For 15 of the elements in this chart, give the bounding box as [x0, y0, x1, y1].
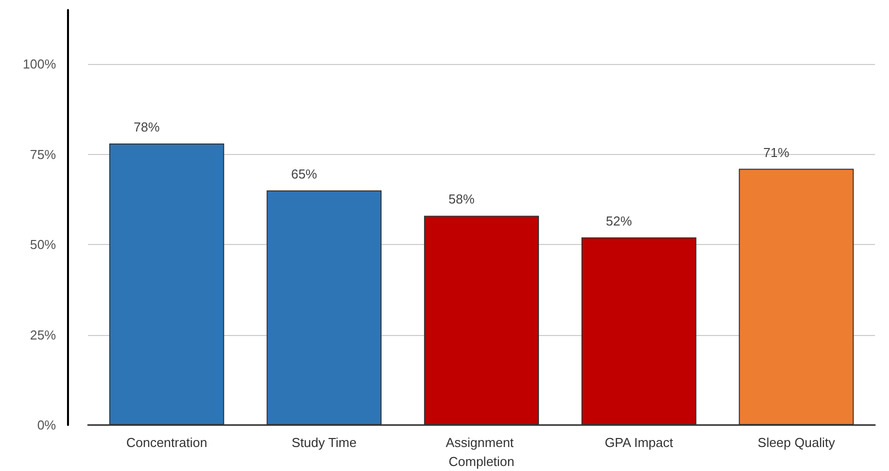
- x-tick-label: Study Time: [292, 435, 357, 450]
- y-tick-label: 50%: [30, 237, 56, 252]
- y-tick-label: 25%: [30, 327, 56, 342]
- data-label: 65%: [291, 166, 318, 182]
- x-tick-label: Concentration: [126, 435, 208, 450]
- x-tick-label: GPA Impact: [604, 435, 674, 450]
- y-tick-label: 100%: [22, 56, 56, 72]
- y-tick-label: 0%: [37, 418, 56, 432]
- x-tick-label: Sleep Quality: [758, 435, 836, 450]
- x-tick-label: Assignment Completion: [446, 435, 518, 469]
- data-label: 71%: [763, 144, 790, 160]
- data-label: 78%: [134, 120, 160, 135]
- data-label: 52%: [606, 213, 632, 228]
- data-label: 58%: [448, 192, 475, 207]
- y-tick-label: 75%: [30, 146, 56, 162]
